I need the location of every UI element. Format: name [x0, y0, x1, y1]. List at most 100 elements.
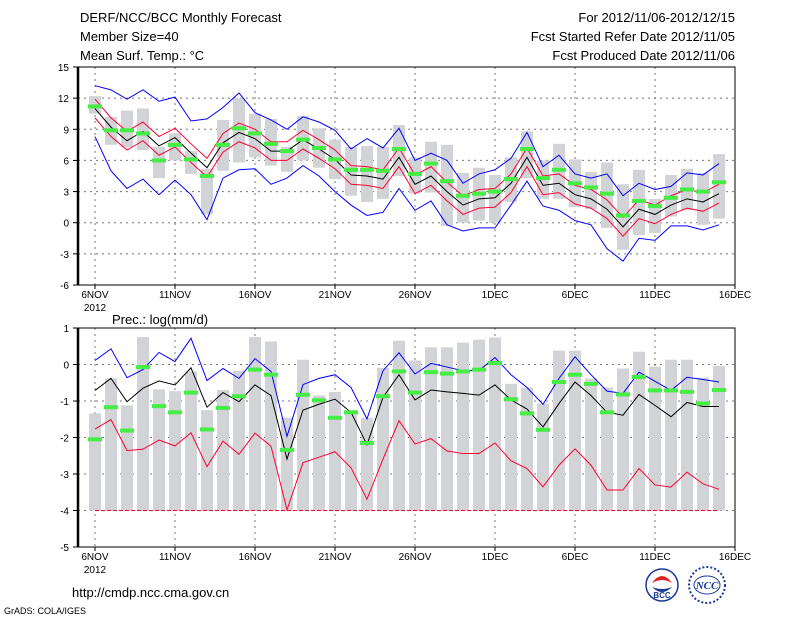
- y-tick-label: -5: [60, 543, 69, 554]
- observed-marker: [616, 392, 630, 397]
- observed-marker: [120, 428, 134, 433]
- observed-marker: [168, 410, 182, 415]
- range-bar: [521, 387, 533, 511]
- observed-marker: [664, 388, 678, 393]
- x-tick-label: 11NOV: [159, 290, 191, 301]
- range-bar: [441, 347, 453, 511]
- observed-marker: [232, 126, 246, 131]
- observed-marker: [696, 189, 710, 194]
- y-tick-label: -4: [60, 507, 69, 518]
- observed-marker: [376, 394, 390, 399]
- observed-marker: [520, 411, 534, 416]
- range-bar: [601, 387, 613, 511]
- ncc-logo-text: NCC: [695, 580, 719, 592]
- observed-marker: [312, 398, 326, 403]
- range-bar: [249, 337, 261, 511]
- ncc-logo: NCC: [688, 566, 726, 604]
- range-bar: [473, 339, 485, 511]
- range-bar: [265, 341, 277, 511]
- observed-marker: [312, 145, 326, 150]
- observed-marker: [552, 380, 566, 385]
- observed-marker: [248, 367, 262, 372]
- observed-marker: [632, 374, 646, 379]
- observed-marker: [264, 141, 278, 146]
- observed-marker: [296, 137, 310, 142]
- series-lower-line: [94, 117, 720, 237]
- y-tick-label: 0: [63, 219, 69, 230]
- range-bar: [281, 417, 293, 511]
- y-tick-label: -6: [60, 281, 69, 292]
- x-tick-label: 21NOV: [319, 290, 352, 301]
- range-bar: [665, 359, 677, 511]
- observed-marker: [472, 367, 486, 372]
- range-bar: [185, 371, 197, 511]
- observed-marker: [488, 361, 502, 366]
- observed-marker: [104, 405, 118, 410]
- y-tick-label: -2: [60, 434, 69, 445]
- observed-marker: [664, 195, 678, 200]
- y-tick-label: 3: [63, 188, 69, 199]
- observed-marker: [280, 149, 294, 154]
- series-upper-line: [94, 98, 720, 219]
- variable-label: Mean Surf. Temp.: °C: [80, 48, 204, 63]
- y-tick-label: 15: [58, 63, 70, 74]
- range-bar: [121, 405, 133, 511]
- member-size: Member Size=40: [80, 29, 179, 44]
- x-year-label: 2012: [84, 303, 107, 314]
- observed-marker: [360, 167, 374, 172]
- observed-marker: [584, 381, 598, 386]
- observed-marker: [328, 415, 342, 420]
- x-year-label: 2012: [84, 565, 107, 576]
- x-tick-label: 6DEC: [562, 552, 589, 563]
- observed-marker: [520, 147, 534, 152]
- observed-marker: [360, 440, 374, 445]
- observed-marker: [472, 191, 486, 196]
- observed-marker: [392, 369, 406, 374]
- observed-marker: [712, 388, 726, 393]
- observed-marker: [376, 168, 390, 173]
- x-tick-label: 16NOV: [239, 552, 272, 563]
- observed-marker: [456, 193, 470, 198]
- observed-marker: [680, 389, 694, 394]
- y-tick-label: 6: [63, 156, 69, 167]
- range-bar: [393, 340, 405, 511]
- observed-marker: [216, 142, 230, 147]
- range-bar: [569, 350, 581, 511]
- series-max-line: [94, 337, 720, 439]
- started-date: Fcst Started Refer Date 2012/11/05: [531, 29, 735, 44]
- range-bar: [409, 360, 421, 511]
- bcc-logo-text: BCC: [653, 591, 671, 600]
- bcc-logo: BCC: [645, 568, 679, 602]
- range-bar: [649, 366, 661, 511]
- observed-marker: [536, 176, 550, 181]
- range-bar: [633, 351, 645, 511]
- observed-marker: [344, 167, 358, 172]
- source-url[interactable]: http://cmdp.ncc.cma.gov.cn: [72, 585, 229, 600]
- range-bar: [361, 145, 373, 202]
- produced-date: Fcst Produced Date 2012/11/06: [552, 48, 735, 63]
- observed-marker: [264, 372, 278, 377]
- observed-marker: [616, 213, 630, 218]
- y-tick-label: -3: [60, 470, 69, 481]
- range-bar: [457, 342, 469, 511]
- range-bar: [233, 98, 245, 163]
- range-bar: [153, 389, 165, 511]
- observed-marker: [120, 128, 134, 133]
- x-tick-label: 6DEC: [562, 290, 589, 301]
- range-bar: [377, 367, 389, 511]
- range-bar: [681, 359, 693, 511]
- observed-marker: [648, 204, 662, 209]
- range-bar: [105, 378, 117, 511]
- range-bar: [281, 146, 293, 172]
- observed-marker: [184, 157, 198, 162]
- range-bar: [297, 359, 309, 511]
- observed-marker: [184, 390, 198, 395]
- observed-marker: [152, 404, 166, 409]
- y-tick-label: 1: [63, 324, 69, 335]
- observed-marker: [456, 369, 470, 374]
- range-bar: [585, 378, 597, 511]
- observed-marker: [488, 189, 502, 194]
- range-bar: [489, 337, 501, 511]
- range-bar: [697, 172, 709, 225]
